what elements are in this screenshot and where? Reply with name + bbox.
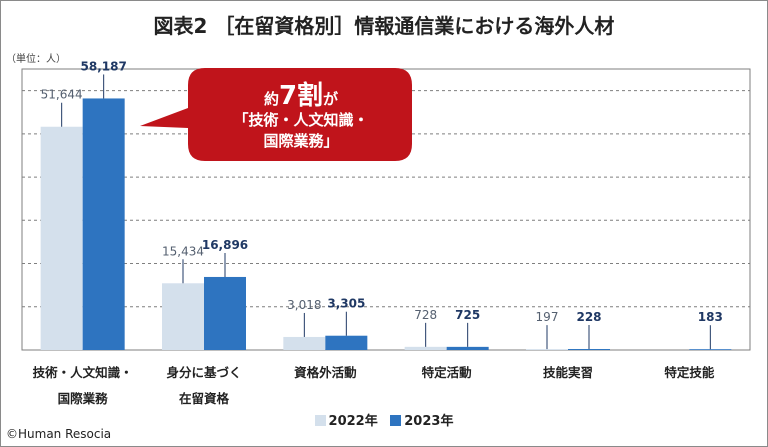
- callout-emphasis: 7割: [278, 81, 324, 111]
- data-label: 725: [455, 308, 480, 322]
- data-label: 3,018: [287, 298, 321, 312]
- callout-prefix: 約: [263, 90, 279, 108]
- legend-label-2023: 2023年: [404, 414, 454, 429]
- data-label: 16,896: [202, 238, 248, 252]
- x-tick-label-line: 国際業務: [57, 391, 108, 406]
- x-tick-label: 技能実習: [508, 360, 628, 386]
- bar-2023年-2: [325, 335, 368, 350]
- x-tick-label-line: 資格外活動: [294, 365, 357, 380]
- bar-2023年-5: [689, 349, 732, 350]
- bar-2023年-4: [568, 349, 610, 350]
- x-tick-label-line: 特定技能: [664, 365, 715, 380]
- bar-2023年-1: [204, 276, 246, 350]
- copyright: ©Human Resocia: [6, 427, 112, 441]
- data-label: 58,187: [81, 59, 127, 73]
- x-tick-label: 特定活動: [387, 360, 507, 386]
- callout-text: 約7割が 「技術・人文知識・ 国際業務」: [196, 83, 406, 152]
- data-label: 197: [536, 310, 559, 324]
- x-tick-label: 特定技能: [629, 360, 749, 386]
- x-tick-label: 資格外活動: [265, 360, 385, 386]
- data-label: 51,644: [41, 88, 83, 102]
- data-label: 228: [576, 310, 601, 324]
- legend-label-2022: 2022年: [328, 414, 378, 429]
- x-tick-label-line: 技術・人文知識・: [32, 365, 133, 380]
- callout-suffix: が: [323, 90, 339, 108]
- x-tick-label-line: 在留資格: [178, 391, 229, 406]
- legend: 2022年 2023年: [0, 410, 768, 429]
- bar-2022年-4: [526, 349, 568, 350]
- callout-bubble: [140, 68, 412, 161]
- bar-2023年-0: [82, 98, 125, 350]
- callout-line3: 国際業務」: [263, 132, 339, 150]
- x-tick-label: 技術・人文知識・ 国際業務: [23, 360, 143, 412]
- bar-2023年-3: [446, 346, 489, 350]
- legend-swatch-2022: [314, 415, 326, 426]
- legend-item-2022: 2022年: [314, 410, 378, 429]
- data-label: 15,434: [162, 244, 204, 258]
- x-tick-label: 身分に基づく 在留資格: [144, 360, 264, 412]
- bar-2022年-0: [40, 126, 83, 350]
- bar-2022年-3: [404, 346, 447, 350]
- data-label: 183: [698, 310, 723, 324]
- bar-2022年-2: [283, 336, 326, 350]
- legend-item-2023: 2023年: [390, 410, 453, 429]
- data-label: 3,305: [327, 297, 365, 311]
- bar-2022年-1: [162, 283, 204, 350]
- x-tick-label-line: 技能実習: [542, 365, 593, 380]
- data-label: 728: [414, 308, 437, 322]
- legend-swatch-2023: [390, 415, 402, 426]
- x-tick-label-line: 特定活動: [421, 365, 472, 380]
- chart-title: 図表2 ［在留資格別］情報通信業における海外人材: [153, 14, 615, 38]
- x-tick-label-line: 身分に基づく: [166, 365, 242, 380]
- unit-label: （単位：人）: [6, 54, 66, 65]
- callout-line2: 「技術・人文知識・: [233, 111, 369, 129]
